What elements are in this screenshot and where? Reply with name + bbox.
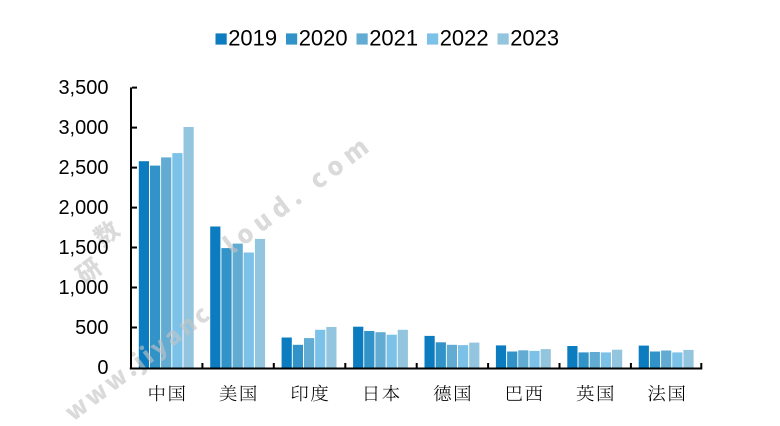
svg-text:2023: 2023: [510, 26, 559, 51]
svg-text:2,000: 2,000: [58, 197, 108, 219]
svg-text:500: 500: [75, 317, 108, 339]
svg-text:1,500: 1,500: [58, 237, 108, 259]
svg-text:2019: 2019: [228, 26, 277, 51]
svg-text:2022: 2022: [440, 26, 489, 51]
svg-text:0: 0: [97, 357, 108, 379]
svg-text:2021: 2021: [369, 26, 418, 51]
svg-text:2,500: 2,500: [58, 157, 108, 179]
svg-text:3,000: 3,000: [58, 117, 108, 139]
svg-text:1,000: 1,000: [58, 277, 108, 299]
svg-text:2020: 2020: [299, 26, 348, 51]
svg-text:3,500: 3,500: [58, 77, 108, 99]
